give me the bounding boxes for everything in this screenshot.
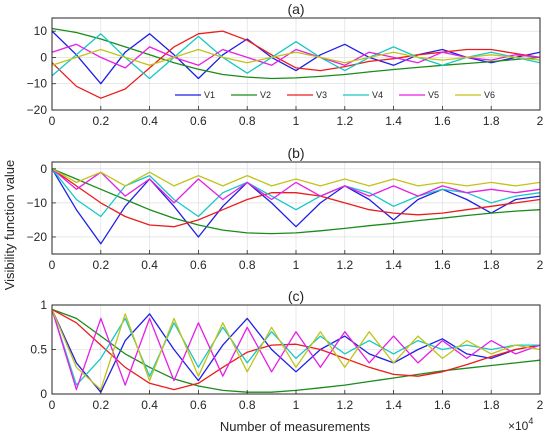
legend-label-v4: V4 — [372, 90, 383, 100]
x-tick-label: 0.6 — [190, 398, 207, 412]
y-tick-label: 0 — [40, 162, 47, 176]
panel-2: 0 0.2 0.4 0.6 0.8 1 1.2 1.4 1.6 1.8 2 −20 −10 0 (b) — [27, 145, 544, 272]
series-group — [51, 168, 541, 245]
y-tick-label: 0 — [40, 387, 47, 401]
x-tick-label: 1.4 — [385, 258, 402, 272]
legend-label-v6: V6 — [484, 90, 495, 100]
series-line-v1 — [51, 168, 541, 245]
legend: V1 V2 V3 V4 V5 V6 — [175, 90, 495, 100]
y-tick-label: 0 — [40, 50, 47, 64]
y-axis-label: Visibility function value — [2, 160, 17, 291]
x-tick-label: 0.6 — [190, 114, 207, 128]
x-axis-label: Number of measurements — [220, 419, 371, 434]
legend-label-v5: V5 — [428, 90, 439, 100]
panel-3: 0 0.2 0.4 0.6 0.8 1 1.2 1.4 1.6 1.8 2 0 0.5 1 (c) — [30, 288, 543, 412]
panel-title: (a) — [287, 1, 304, 17]
panel-title: (c) — [288, 288, 304, 304]
series-line-v5 — [51, 168, 541, 204]
x-tick-label: 0 — [49, 258, 56, 272]
x-tick-label: 2 — [537, 258, 544, 272]
y-tick-label: −20 — [27, 103, 48, 117]
x-tick-label: 0.8 — [239, 114, 256, 128]
x-tick-label: 1 — [293, 114, 300, 128]
x-tick-label: 1 — [293, 258, 300, 272]
x-tick-label: 1.6 — [434, 258, 451, 272]
series-line-v3 — [51, 308, 541, 391]
y-tick-label: −10 — [27, 196, 48, 210]
series-line-v5 — [51, 309, 541, 391]
x-tick-label: 0 — [49, 114, 56, 128]
y-tick-label: −20 — [27, 230, 48, 244]
x-tick-label: 0.4 — [141, 114, 158, 128]
panel-1: 0 0.2 0.4 0.6 0.8 1 1.2 1.4 1.6 1.8 2 −20 −10 0 10 (a) V… — [27, 1, 544, 128]
x-tick-label: 0.6 — [190, 258, 207, 272]
legend-label-v1: V1 — [204, 90, 215, 100]
x-tick-label: 1.8 — [483, 258, 500, 272]
series-line-v5 — [51, 43, 541, 69]
x-tick-label: 0.8 — [239, 258, 256, 272]
x-axis-exponent: ×104 — [508, 416, 533, 433]
series-line-v6 — [51, 309, 541, 391]
x-tick-label: 0.4 — [141, 398, 158, 412]
x-tick-label: 1.6 — [434, 398, 451, 412]
series-line-v4 — [51, 33, 541, 80]
y-tick-label: −10 — [27, 77, 48, 91]
series-group — [51, 308, 541, 393]
legend-label-v3: V3 — [316, 90, 327, 100]
x-tick-label: 0.4 — [141, 258, 158, 272]
x-tick-label: 1.4 — [385, 398, 402, 412]
series-line-v2 — [51, 27, 541, 80]
x-tick-label: 1 — [293, 398, 300, 412]
x-axis-exponent-power: 4 — [528, 416, 533, 426]
x-tick-label: 0.2 — [92, 114, 109, 128]
series-line-v2 — [51, 168, 541, 235]
x-tick-label: 0 — [49, 398, 56, 412]
x-tick-label: 0.8 — [239, 398, 256, 412]
y-tick-label: 1 — [40, 298, 47, 312]
y-tick-label: 0.5 — [30, 343, 47, 357]
chart-panels: 0 0.2 0.4 0.6 0.8 1 1.2 1.4 1.6 1.8 2−20−10010(a)V… — [27, 1, 544, 412]
panel-title: (b) — [287, 145, 304, 161]
series-line-v6 — [51, 48, 541, 66]
x-tick-label: 1.2 — [336, 114, 353, 128]
series-line-v1 — [51, 30, 541, 85]
series-line-v1 — [51, 309, 541, 393]
y-tick-label: 10 — [34, 24, 48, 38]
x-tick-label: 1.8 — [483, 114, 500, 128]
series-line-v3 — [51, 168, 541, 228]
x-tick-label: 1.8 — [483, 398, 500, 412]
x-tick-label: 1.2 — [336, 398, 353, 412]
legend-label-v2: V2 — [260, 90, 271, 100]
x-tick-label: 2 — [537, 398, 544, 412]
series-group — [51, 27, 541, 99]
series-line-v4 — [51, 168, 541, 218]
x-tick-label: 0.2 — [92, 398, 109, 412]
x-tick-label: 1.2 — [336, 258, 353, 272]
x-tick-label: 0.2 — [92, 258, 109, 272]
x-tick-label: 1.6 — [434, 114, 451, 128]
series-line-v3 — [51, 30, 541, 99]
x-tick-label: 1.4 — [385, 114, 402, 128]
series-line-v6 — [51, 168, 541, 187]
x-tick-label: 2 — [537, 114, 544, 128]
